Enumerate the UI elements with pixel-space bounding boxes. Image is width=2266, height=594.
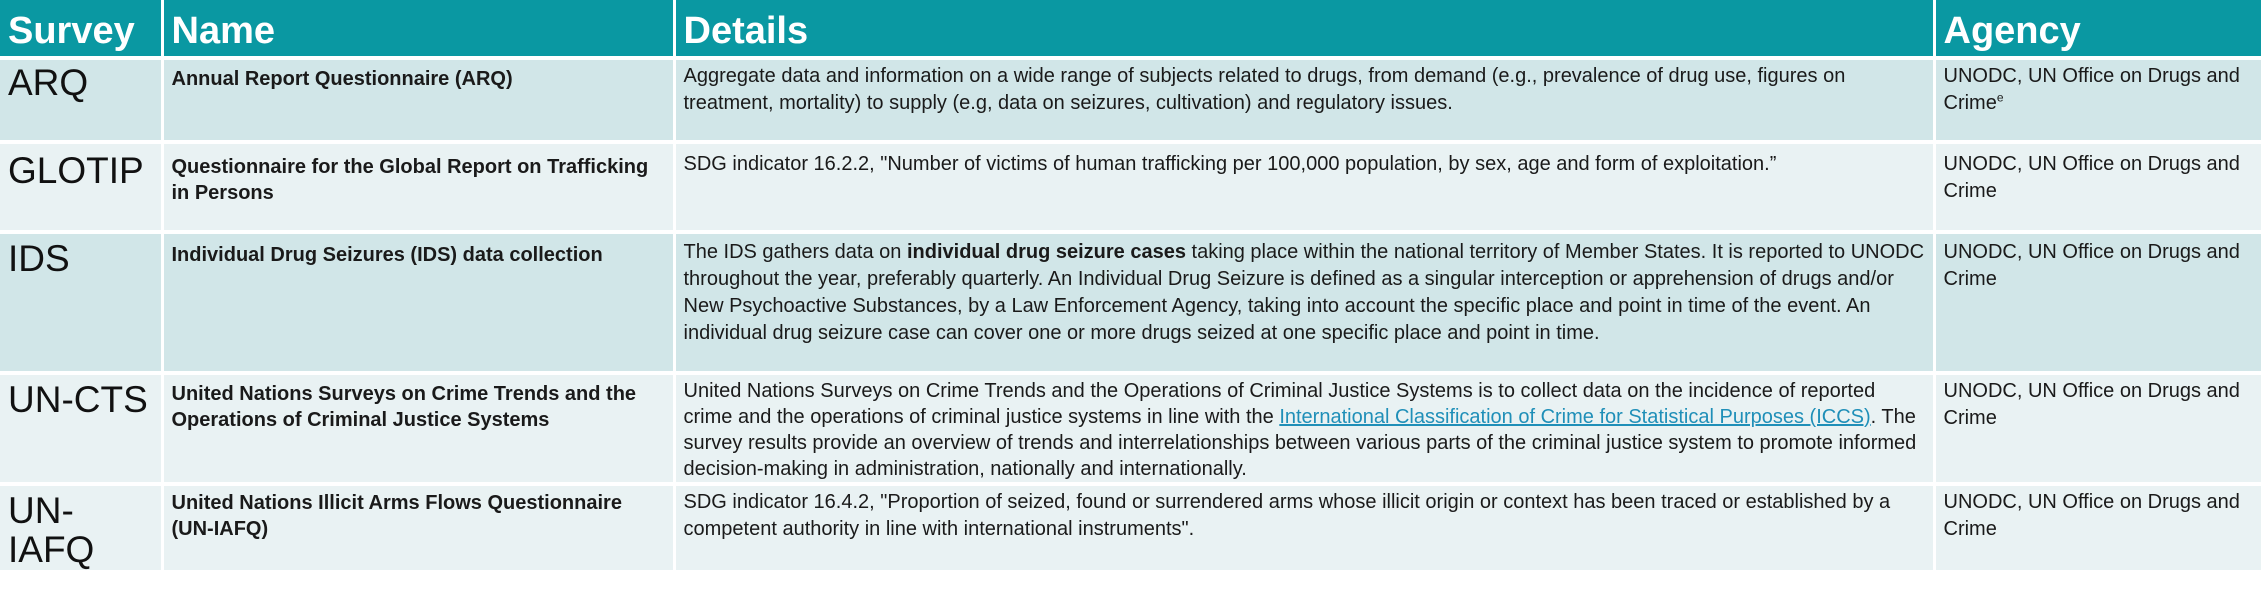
table-row: GLOTIP Questionnaire for the Global Repo… xyxy=(0,142,2264,234)
survey-code: GLOTIP xyxy=(0,142,164,234)
header-details: Details xyxy=(674,0,1936,60)
survey-code: ARQ xyxy=(0,58,164,144)
iccs-link[interactable]: International Classification of Crime fo… xyxy=(1279,406,1871,428)
survey-code: UN-IAFQ xyxy=(0,484,164,574)
survey-agency: UNODC, UN Office on Drugs and Crime xyxy=(1934,142,2264,234)
survey-details: United Nations Surveys on Crime Trends a… xyxy=(674,373,1936,486)
details-emphasis: individual drug seizure cases xyxy=(906,241,1186,263)
table-row: ARQ Annual Report Questionnaire (ARQ) Ag… xyxy=(0,58,2264,144)
survey-code: IDS xyxy=(0,232,164,375)
survey-details: SDG indicator 16.4.2, "Proportion of sei… xyxy=(674,484,1936,574)
agency-text: UNODC, UN Office on Drugs and Crime xyxy=(1943,65,2240,114)
header-name: Name xyxy=(162,0,676,60)
details-text: United Nations Surveys on Crime Trends a… xyxy=(683,380,1876,428)
table-row: UN-IAFQ United Nations Illicit Arms Flow… xyxy=(0,484,2264,574)
header-survey: Survey xyxy=(0,0,164,60)
survey-name: Annual Report Questionnaire (ARQ) xyxy=(162,58,676,144)
survey-agency: UNODC, UN Office on Drugs and Crime xyxy=(1934,232,2264,375)
table-row: UN-CTS United Nations Surveys on Crime T… xyxy=(0,373,2264,486)
survey-code: UN-CTS xyxy=(0,373,164,486)
survey-details: Aggregate data and information on a wide… xyxy=(674,58,1936,144)
survey-name: Questionnaire for the Global Report on T… xyxy=(162,142,676,234)
survey-name: United Nations Illicit Arms Flows Questi… xyxy=(162,484,676,574)
survey-details: The IDS gathers data on individual drug … xyxy=(674,232,1936,375)
survey-agency: UNODC, UN Office on Drugs and Crime xyxy=(1934,373,2264,486)
table-row: IDS Individual Drug Seizures (IDS) data … xyxy=(0,232,2264,375)
details-text: taking place within the national territo… xyxy=(683,241,1925,344)
header-agency: Agency xyxy=(1934,0,2264,60)
header-row: Survey Name Details Agency xyxy=(0,0,2264,60)
details-text: . The survey results provide an overview… xyxy=(683,406,1917,480)
survey-table: Survey Name Details Agency ARQ Annual Re… xyxy=(0,0,2264,574)
survey-name: Individual Drug Seizures (IDS) data coll… xyxy=(162,232,676,375)
footnote-marker: e xyxy=(1996,90,2004,105)
survey-agency: UNODC, UN Office on Drugs and Crime xyxy=(1934,484,2264,574)
survey-name: United Nations Surveys on Crime Trends a… xyxy=(162,373,676,486)
details-text: The IDS gathers data on xyxy=(683,241,907,263)
survey-details: SDG indicator 16.2.2, "Number of victims… xyxy=(674,142,1936,234)
survey-agency: UNODC, UN Office on Drugs and Crimee xyxy=(1934,58,2264,144)
page-edge xyxy=(2262,0,2266,594)
